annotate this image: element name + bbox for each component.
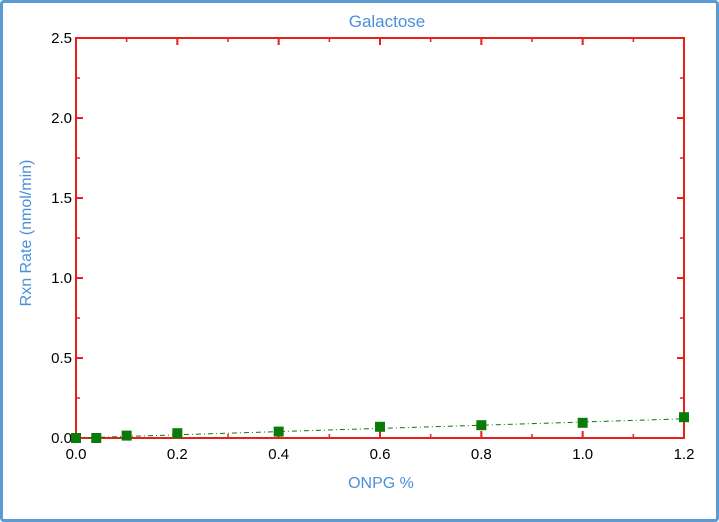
data-point <box>121 430 132 441</box>
plot-area-border <box>75 37 685 439</box>
y-tick-label: 0.5 <box>51 350 72 367</box>
chart-title: Galactose <box>349 12 426 31</box>
data-point <box>172 428 183 439</box>
x-tick-label: 0.0 <box>66 446 87 463</box>
x-tick-label: 1.2 <box>674 446 695 463</box>
y-axis-label: Rxn Rate (nmol/min) <box>18 160 35 307</box>
x-tick-label: 0.4 <box>268 446 289 463</box>
y-tick-label: 1.5 <box>51 190 72 207</box>
data-point <box>71 433 81 443</box>
data-point <box>273 426 284 437</box>
x-tick-label: 0.2 <box>167 446 188 463</box>
x-tick-label: 0.8 <box>471 446 492 463</box>
y-tick-label: 2.5 <box>51 30 72 47</box>
y-tick-label: 2.0 <box>51 110 72 127</box>
data-point <box>375 421 385 432</box>
y-tick-label: 1.0 <box>51 270 72 287</box>
x-tick-label: 1.0 <box>572 446 593 463</box>
x-tick-label: 0.6 <box>370 446 391 463</box>
data-point <box>679 412 689 423</box>
y-tick-label: 0.0 <box>51 430 72 447</box>
data-point <box>91 433 102 443</box>
x-axis-label: ONPG % <box>348 475 414 492</box>
data-point <box>577 417 588 428</box>
data-point <box>476 420 487 431</box>
